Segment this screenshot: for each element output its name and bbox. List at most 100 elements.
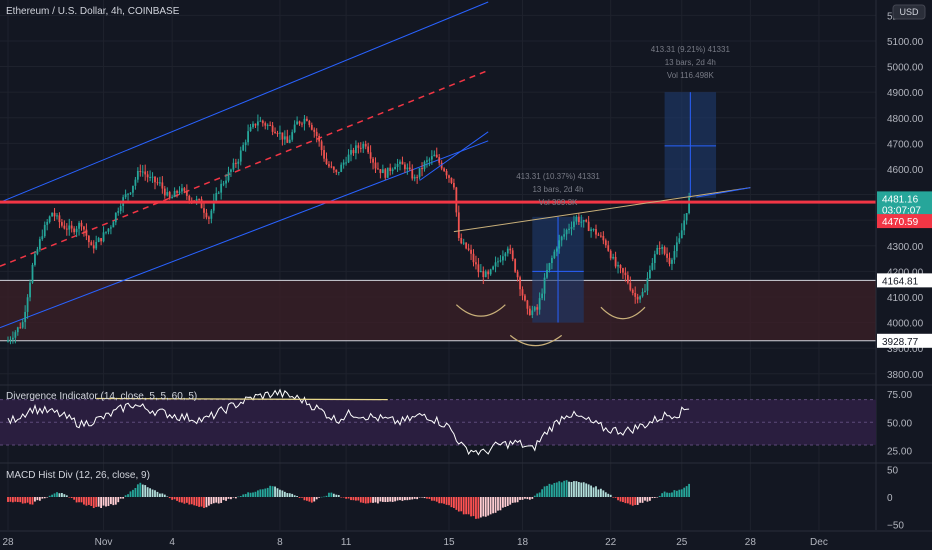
candle-body (335, 169, 338, 173)
macd-bar (14, 497, 17, 502)
macd-bar (136, 484, 139, 497)
macd-bar (367, 497, 370, 504)
price-tick-label: 3900.00 (887, 344, 924, 355)
candle-body (389, 167, 392, 172)
candle-body (563, 234, 566, 237)
macd-bar (479, 497, 482, 518)
candle-body (63, 225, 66, 229)
candle-body (301, 123, 303, 125)
candle-body (350, 150, 352, 155)
candle-body (484, 271, 487, 278)
macd-bar (225, 497, 227, 501)
low-level-value: 3928.77 (882, 337, 919, 348)
macd-bar (502, 497, 504, 508)
resistance-price-value: 4470.59 (882, 217, 919, 228)
candle-body (367, 146, 370, 153)
candle-body (502, 256, 504, 261)
macd-bar (183, 497, 186, 504)
candle-body (384, 169, 387, 178)
candle-body (379, 169, 382, 174)
macd-bar (533, 495, 536, 497)
macd-bar (600, 488, 602, 497)
macd-bar (274, 486, 276, 497)
macd-bar (389, 497, 392, 502)
candle-body (592, 229, 595, 231)
candle-body (296, 121, 298, 125)
candle-body (511, 250, 514, 260)
head-arc (509, 334, 563, 347)
candle-body (124, 194, 127, 198)
candle-body (195, 199, 198, 201)
macd-bar (301, 497, 303, 498)
macd-bar (195, 497, 198, 506)
macd-bar (352, 497, 355, 501)
candle-body (144, 171, 147, 175)
candle-body (90, 242, 93, 246)
macd-bar (656, 497, 659, 498)
macd-bar (347, 497, 350, 499)
candle-body (362, 143, 365, 149)
candle-body (499, 260, 502, 262)
price-tick-label: 4600.00 (887, 165, 924, 176)
candle-body (661, 247, 664, 249)
macd-bar (203, 497, 205, 508)
candle-body (291, 132, 294, 140)
macd-bar (653, 497, 656, 498)
macd-bar (528, 497, 531, 500)
candle-body (141, 171, 144, 173)
macd-bar (489, 497, 492, 515)
macd-bar (641, 497, 644, 503)
macd-bar (595, 486, 597, 497)
candle-body (249, 127, 252, 132)
macd-bar (259, 489, 262, 497)
macd-bar (315, 497, 318, 500)
candle-body (257, 121, 259, 126)
candle-body (538, 298, 541, 310)
candle-body (330, 166, 333, 168)
candle-body (416, 176, 419, 178)
macd-bar (663, 491, 666, 497)
macd-bar (122, 497, 125, 499)
candle-body (188, 195, 191, 201)
macd-bar (342, 497, 345, 498)
candle-body (19, 327, 22, 329)
price-tick-label: 5000.00 (887, 63, 924, 74)
macd-bar (678, 489, 681, 497)
macd-bar (26, 497, 29, 503)
macd-bar (151, 489, 154, 497)
candle-body (487, 271, 490, 275)
macd-bar (264, 488, 267, 497)
measure-1-label-2: 13 bars, 2d 4h (532, 185, 583, 194)
macd-bar (418, 497, 421, 498)
price-tick-label: 4900.00 (887, 88, 924, 99)
candle-body (680, 230, 683, 239)
macd-bar (252, 492, 254, 497)
candle-body (92, 245, 95, 249)
div-tick-label: 50.00 (887, 418, 912, 429)
macd-tick-label: 0 (887, 493, 893, 504)
candle-body (232, 162, 235, 170)
macd-bar (234, 497, 237, 499)
macd-bar (291, 493, 294, 497)
candle-body (462, 242, 465, 244)
macd-bar (499, 497, 502, 511)
time-tick-label: 25 (676, 537, 688, 548)
candle-body (622, 268, 624, 273)
macd-tick-label: −50 (887, 521, 904, 532)
candle-body (21, 322, 24, 328)
candle-body (337, 171, 340, 173)
candle-body (551, 257, 553, 264)
candle-body (641, 291, 644, 297)
macd-bar (538, 492, 541, 497)
macd-bar (675, 490, 678, 497)
candle-body (119, 206, 122, 212)
macd-bar (21, 497, 24, 504)
candle-body (342, 162, 345, 165)
macd-bar (472, 497, 475, 517)
candle-body (433, 154, 436, 157)
macd-bar (41, 497, 44, 499)
candle-body (154, 176, 156, 183)
macd-bar (83, 497, 85, 505)
